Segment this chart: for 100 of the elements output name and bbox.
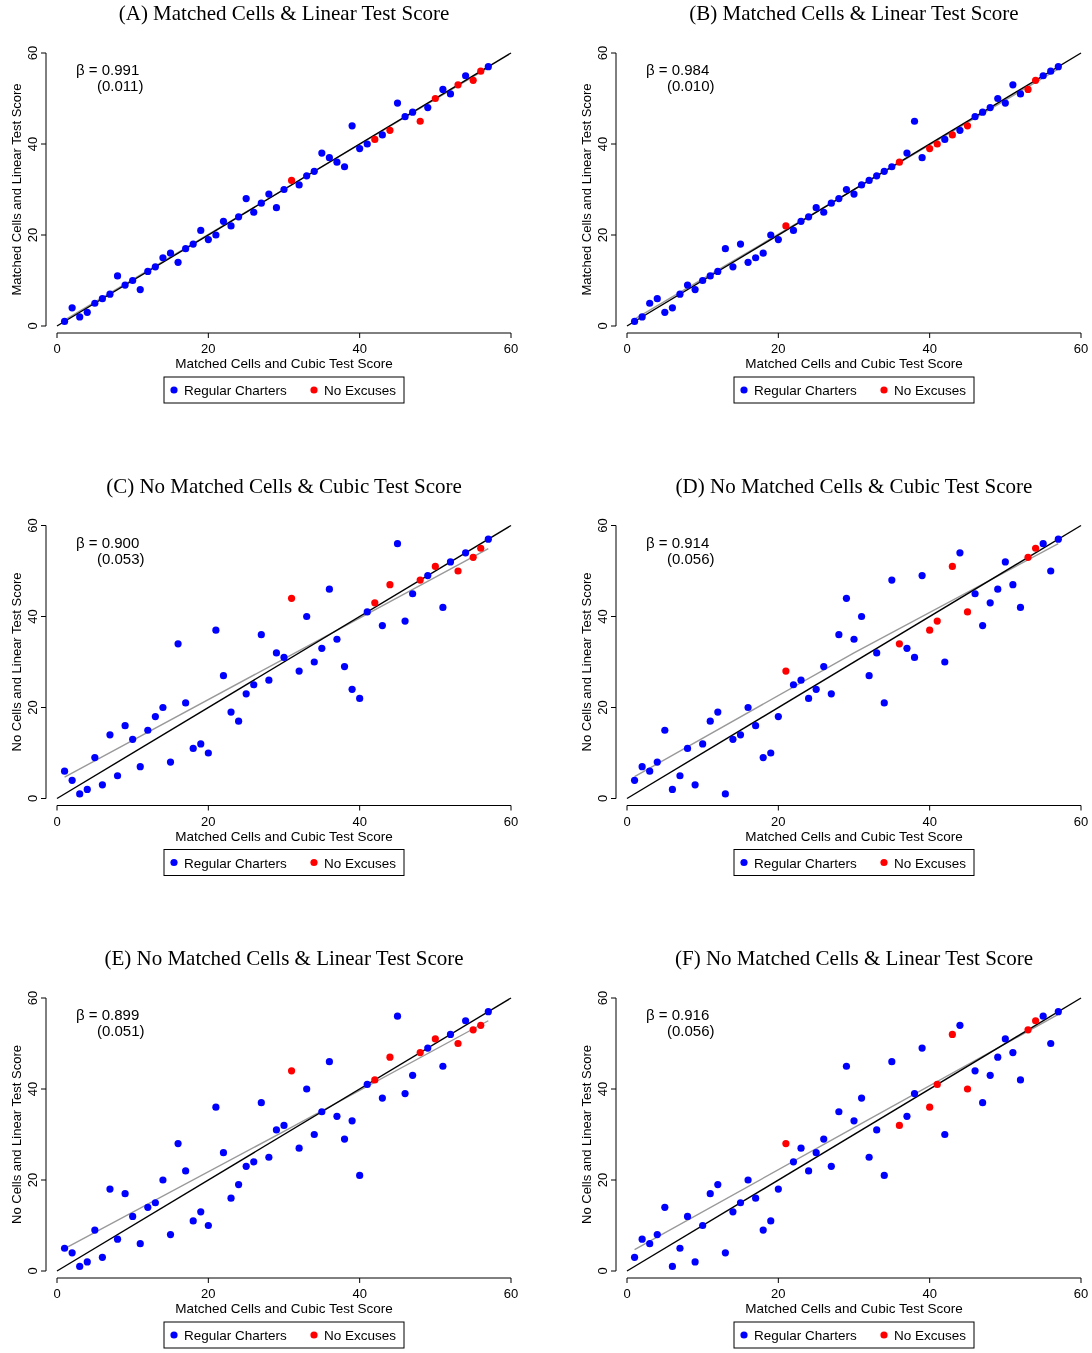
point	[348, 1117, 356, 1125]
point	[805, 213, 813, 221]
point	[668, 1262, 676, 1271]
point	[767, 1217, 775, 1225]
point	[371, 599, 379, 607]
point	[630, 1253, 639, 1261]
point	[683, 1212, 692, 1220]
y-tick-label: 40	[25, 136, 40, 152]
legend-label: No Excuses	[894, 855, 967, 871]
point	[469, 76, 477, 84]
point	[280, 185, 288, 194]
y-axis-title: No Cells and Linear Test Score	[9, 572, 24, 752]
chart-title: (F) No Matched Cells & Linear Test Score	[675, 946, 1033, 970]
point	[318, 149, 326, 157]
point	[850, 1117, 858, 1125]
y-tick-label: 20	[595, 227, 610, 243]
point	[873, 172, 881, 180]
point	[903, 1112, 911, 1120]
point	[272, 204, 281, 212]
point	[469, 553, 477, 561]
point	[386, 1053, 394, 1061]
point	[250, 208, 258, 216]
point	[121, 281, 129, 289]
x-tick-label: 0	[53, 341, 61, 356]
point	[159, 703, 167, 712]
point	[895, 158, 903, 166]
y-tick-label: 0	[25, 794, 40, 803]
point	[60, 317, 69, 326]
point	[446, 1030, 455, 1038]
point	[393, 540, 402, 548]
point	[113, 1235, 122, 1243]
y-tick-label: 40	[595, 136, 610, 152]
point	[850, 635, 858, 643]
point	[1054, 1008, 1062, 1016]
y-tick-label: 0	[25, 1267, 40, 1275]
point	[182, 1167, 190, 1175]
point	[797, 676, 805, 684]
x-tick-label: 0	[53, 813, 61, 829]
x-tick-label: 0	[623, 1286, 631, 1301]
y-tick-label: 0	[595, 322, 610, 330]
x-tick-label: 60	[1073, 813, 1089, 829]
y-tick-label: 20	[25, 700, 40, 715]
point	[204, 749, 212, 757]
point	[98, 781, 106, 789]
point	[979, 108, 987, 116]
point	[842, 1062, 851, 1070]
point	[646, 767, 654, 775]
point	[310, 658, 318, 666]
point	[303, 172, 311, 180]
y-tick-label: 60	[595, 990, 610, 1006]
x-tick-label: 40	[922, 813, 937, 829]
point	[812, 1149, 820, 1157]
point	[295, 667, 303, 675]
point	[789, 226, 798, 235]
point	[956, 549, 964, 557]
point	[242, 195, 250, 203]
x-axis-title: Matched Cells and Cubic Test Score	[175, 356, 393, 371]
legend-label: Regular Charters	[754, 383, 858, 398]
point	[752, 254, 760, 262]
point	[454, 81, 462, 89]
point	[888, 163, 896, 171]
point	[166, 1231, 175, 1239]
point	[827, 199, 835, 207]
point	[144, 726, 152, 734]
point	[363, 140, 371, 148]
point	[661, 726, 669, 734]
point	[287, 594, 296, 602]
annotation: (0.010)	[667, 77, 715, 94]
y-tick-label: 40	[595, 609, 610, 624]
point	[409, 590, 417, 598]
point	[431, 1035, 439, 1043]
point	[880, 1171, 888, 1180]
point	[439, 603, 447, 611]
point	[933, 617, 941, 625]
point	[219, 1149, 228, 1157]
point	[446, 90, 455, 98]
point	[948, 131, 956, 139]
point	[903, 149, 911, 157]
point	[484, 1008, 492, 1016]
point	[1054, 63, 1062, 71]
annotation: (0.011)	[97, 77, 144, 94]
point	[1009, 581, 1017, 589]
point	[820, 208, 828, 216]
point	[1032, 544, 1040, 552]
y-tick-label: 60	[25, 518, 40, 533]
point	[462, 549, 470, 557]
x-tick-label: 20	[201, 1286, 216, 1301]
point	[287, 1067, 296, 1075]
point	[318, 1108, 326, 1116]
point	[827, 690, 835, 698]
point	[182, 245, 190, 253]
x-tick-label: 20	[771, 813, 786, 829]
point	[83, 785, 91, 793]
point	[986, 104, 994, 112]
point	[744, 1176, 752, 1184]
point	[714, 1180, 722, 1189]
y-tick-label: 60	[595, 518, 610, 533]
point	[842, 594, 851, 602]
x-axis-title: Matched Cells and Cubic Test Score	[745, 356, 963, 371]
point	[113, 772, 122, 780]
